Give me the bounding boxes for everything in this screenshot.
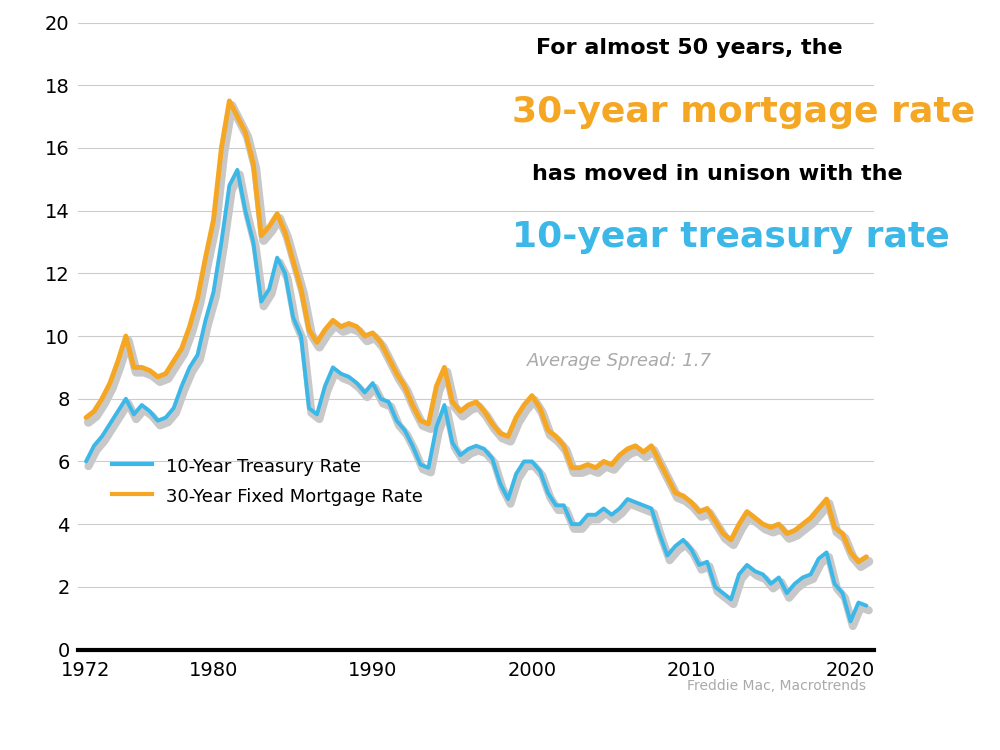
Text: 30-year mortgage rate: 30-year mortgage rate bbox=[512, 94, 975, 128]
Text: has moved in unison with the: has moved in unison with the bbox=[532, 164, 903, 184]
Text: Freddie Mac, Macrotrends: Freddie Mac, Macrotrends bbox=[687, 680, 866, 694]
Text: For almost 50 years, the: For almost 50 years, the bbox=[536, 38, 843, 58]
Legend: 10-Year Treasury Rate, 30-Year Fixed Mortgage Rate: 10-Year Treasury Rate, 30-Year Fixed Mor… bbox=[103, 448, 432, 515]
Text: 10-year treasury rate: 10-year treasury rate bbox=[512, 220, 950, 254]
Text: Average Spread: 1.7: Average Spread: 1.7 bbox=[527, 352, 712, 370]
